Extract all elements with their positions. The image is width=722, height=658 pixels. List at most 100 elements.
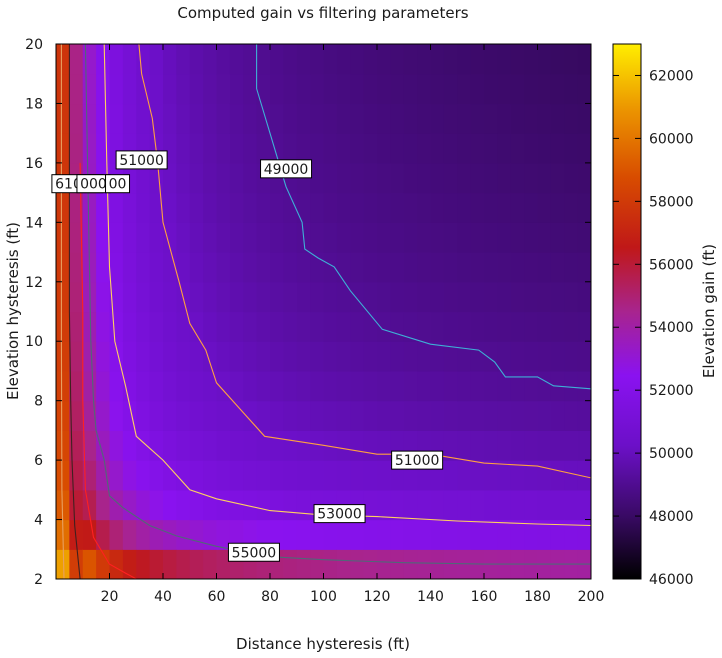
heatmap-cell <box>216 311 231 342</box>
heatmap-cell <box>56 549 70 579</box>
heatmap-cell <box>296 311 311 342</box>
colorbar-ticks: 46000 48000 50000 52000 54000 56000 58000 60000… <box>613 68 694 588</box>
x-tick-label: 140 <box>417 589 444 605</box>
heatmap-cell <box>363 44 378 75</box>
heatmap-cell <box>229 519 244 550</box>
heatmap-cell <box>136 460 151 491</box>
heatmap-cell <box>524 73 539 105</box>
heatmap-cell <box>403 370 418 402</box>
heatmap-cell <box>537 73 552 105</box>
heatmap-cell <box>550 44 565 75</box>
heatmap-cell <box>136 192 151 223</box>
heatmap-cell <box>457 44 472 75</box>
heatmap-cell <box>270 222 284 253</box>
heatmap-cell <box>377 162 391 194</box>
heatmap-cell <box>510 133 525 164</box>
heatmap-cell <box>96 281 111 313</box>
heatmap-cell <box>564 133 579 164</box>
heatmap-cell <box>390 103 405 134</box>
heatmap-cell <box>96 519 111 550</box>
heatmap-cell <box>510 400 525 431</box>
heatmap-cell <box>443 73 458 105</box>
heatmap-cell <box>484 73 498 105</box>
heatmap-cell <box>336 400 351 431</box>
heatmap-cell <box>296 370 311 402</box>
heatmap-cell <box>457 162 472 194</box>
heatmap-cell <box>336 222 351 253</box>
heatmap-cell <box>256 252 271 283</box>
heatmap-cell <box>176 549 191 579</box>
contour-label-box <box>115 150 168 170</box>
heatmap-cell <box>296 281 311 313</box>
heatmap-cell <box>216 430 231 461</box>
heatmap-cell <box>176 133 191 164</box>
heatmap-cell <box>69 519 84 550</box>
colorbar-tick-label: 58000 <box>649 194 694 210</box>
heatmap-cell <box>484 460 498 491</box>
heatmap-cell <box>56 103 70 134</box>
heatmap-cell <box>56 73 70 105</box>
x-tick-label: 60 <box>208 589 226 605</box>
heatmap-cell <box>430 162 445 194</box>
heatmap-cell <box>163 549 177 579</box>
heatmap-cell <box>390 489 405 521</box>
heatmap-cell <box>163 489 177 521</box>
heatmap-cell <box>510 162 525 194</box>
heatmap-cell <box>82 370 97 402</box>
heatmap-cell <box>69 73 84 105</box>
heatmap-cell <box>417 133 432 164</box>
heatmap-cell <box>56 252 70 283</box>
heatmap-cell <box>296 192 311 223</box>
heatmap-cell <box>350 430 365 461</box>
colorbar-tick-label: 60000 <box>649 131 694 147</box>
heatmap-cell <box>176 252 191 283</box>
heatmap-cell <box>577 73 591 105</box>
heatmap-cell <box>270 519 284 550</box>
heatmap-cell <box>310 222 325 253</box>
heatmap-cell <box>149 341 164 372</box>
heatmap-cell <box>323 341 338 372</box>
heatmap-cell <box>69 430 84 461</box>
heatmap-cell <box>189 370 204 402</box>
heatmap-cell <box>82 103 97 134</box>
heatmap-cell <box>270 489 284 521</box>
heatmap-cell <box>470 400 485 431</box>
heatmap-cell <box>470 222 485 253</box>
heatmap-cell <box>510 430 525 461</box>
heatmap-cell <box>377 103 391 134</box>
heatmap-cell <box>377 311 391 342</box>
contour-label-box <box>105 174 131 194</box>
heatmap-cell <box>203 44 218 75</box>
heatmap-cell <box>403 281 418 313</box>
x-axis-label: Distance hysteresis (ft) <box>236 635 410 653</box>
heatmap-cell <box>510 103 525 134</box>
heatmap-cell <box>69 222 84 253</box>
heatmap-cell <box>484 103 498 134</box>
heatmap-cell <box>470 311 485 342</box>
heatmap-cell <box>403 192 418 223</box>
heatmap-cell <box>56 400 70 431</box>
heatmap-cell <box>537 44 552 75</box>
heatmap-cell <box>524 222 539 253</box>
heatmap-cell <box>109 73 124 105</box>
heatmap-cell <box>443 370 458 402</box>
heatmap-cell <box>577 341 591 372</box>
heatmap-cell <box>564 252 579 283</box>
heatmap-cell <box>510 73 525 105</box>
heatmap-cell <box>176 73 191 105</box>
heatmap-cell <box>564 400 579 431</box>
heatmap-cell <box>203 192 218 223</box>
heatmap-cell <box>430 44 445 75</box>
heatmap-cell <box>122 103 137 134</box>
heatmap-cell <box>403 549 418 579</box>
heatmap-cell <box>136 489 151 521</box>
heatmap-cell <box>109 44 124 75</box>
heatmap-cell <box>69 133 84 164</box>
heatmap-cell <box>203 103 218 134</box>
heatmap-cell <box>350 311 365 342</box>
heatmap-cell <box>470 133 485 164</box>
heatmap-cell <box>470 519 485 550</box>
heatmap-cell <box>109 281 124 313</box>
heatmap-cell <box>417 519 432 550</box>
heatmap-cell <box>203 549 218 579</box>
